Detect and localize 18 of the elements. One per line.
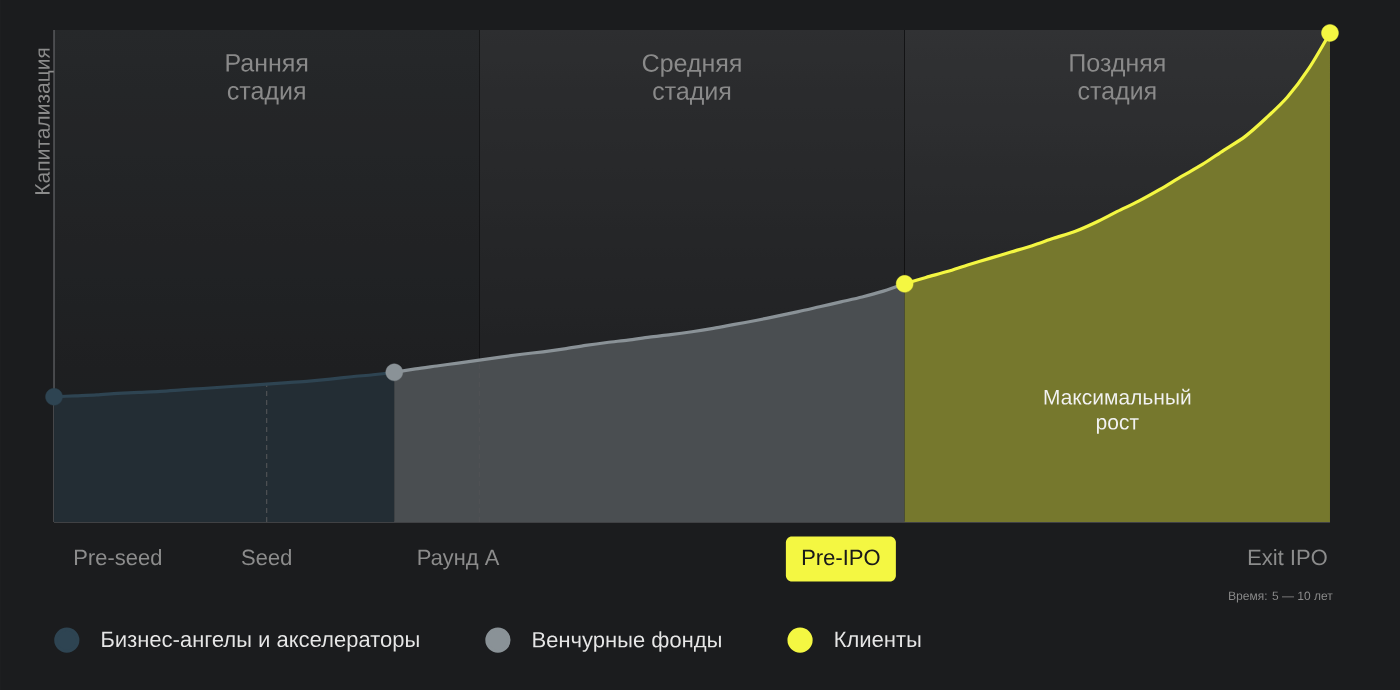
annotation: Поздняя стадия xyxy=(1070,54,1165,105)
annotation: Максимальный рост xyxy=(1044,388,1191,434)
x-tick-label: Pre-IPO xyxy=(802,549,880,566)
point xyxy=(385,363,403,382)
x-tick-label: Раунд А xyxy=(418,549,500,570)
point xyxy=(895,275,914,293)
legend-label: Клиенты xyxy=(835,631,921,648)
annotation: Ранняя стадия xyxy=(226,54,308,105)
x-tick-label: Seed xyxy=(241,549,291,566)
x-tick-label: Pre-seed xyxy=(74,549,162,566)
legend-label: Венчурные фонды xyxy=(533,631,721,652)
text: Время: 5 — 10 лет xyxy=(1229,591,1333,603)
point xyxy=(1321,24,1339,42)
point xyxy=(45,388,63,406)
y-axis-title: Капитализация xyxy=(35,48,54,194)
legend-label: Бизнес-ангелы и акселераторы xyxy=(102,631,419,652)
annotation: Средняя стадия xyxy=(642,54,741,105)
x-tick-label: Exit IPO xyxy=(1248,549,1327,566)
